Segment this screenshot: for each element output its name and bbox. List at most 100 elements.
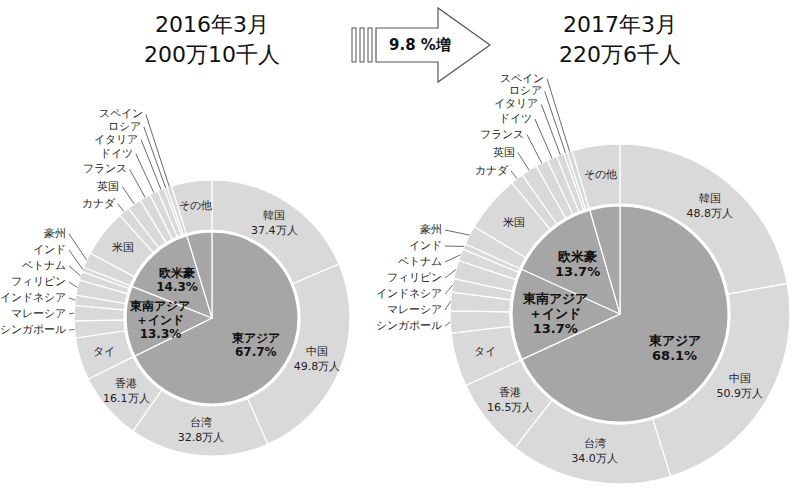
outer-value-label: 32.8万人 [178,431,225,444]
outer-category-label: フィリピン [387,271,442,283]
chart-subtitle: 200万10千人 [144,42,280,67]
outer-slice [572,144,620,208]
outer-category-label: イタリア [494,97,538,109]
leader-line [69,329,74,331]
outer-category-label: ロシア [509,84,542,96]
leader-line [146,114,169,186]
label-line: ＋インド [529,306,581,321]
outer-category-label: 台湾 [190,416,212,429]
outer-slice [620,144,787,294]
leader-line [118,204,124,212]
inner-value-label: 14.3% [156,280,198,294]
labels: 東アジア68.1%東南アジア＋インド13.7%欧米豪13.7%韓国48.8万人中… [376,72,763,465]
inner-category-label: 東南アジア＋インド [522,290,588,321]
leader-line [69,313,74,315]
slices [450,144,790,484]
outer-value-label: 50.9万人 [717,387,764,400]
leader-line [518,153,529,171]
outer-value-label: 16.1万人 [103,392,150,405]
outer-slice [450,311,511,333]
change-label: 9.8 %増 [389,36,451,54]
change-arrow: 9.8 %増 [352,8,490,82]
outer-category-label: タイ [474,345,496,358]
leader-line [69,282,77,287]
slices [74,180,350,456]
leader-line [445,230,469,235]
outer-category-label: 豪州 [44,227,66,239]
leader-line [69,234,87,260]
leader-line [69,266,81,276]
outer-category-label: インドネシア [0,291,66,303]
outer-category-label: フランス [480,128,524,140]
leader-line [527,135,542,163]
chart-title: 2016年3月 [155,12,269,37]
outer-category-label: スペイン [500,72,544,84]
inner-category-label: 東アジア [231,331,280,345]
outer-slice [172,180,212,234]
outer-category-label: マレーシア [11,307,66,319]
outer-category-label: 韓国 [699,192,721,205]
outer-value-label: 16.5万人 [487,401,534,414]
label-line: 欧米豪 [159,265,195,279]
outer-slice [451,326,520,385]
outer-category-label: 香港 [499,386,521,399]
outer-value-label: 37.4万人 [251,224,298,237]
outer-category-label: カナダ [475,164,509,176]
outer-category-label: イタリア [94,133,138,145]
leader-line [144,127,166,188]
outer-category-label: ベトナム [22,259,66,271]
leader-line [122,187,134,204]
chart-canvas: 9.8 %増2016年3月200万10千人東アジア67.7%東南アジア＋インド1… [0,0,800,488]
inner-slice [522,206,728,422]
leader-line [136,154,154,193]
outer-category-label: タイ [93,345,115,358]
inner-value-label: 68.1% [652,348,697,363]
pie-group: 東アジア67.7%東南アジア＋インド13.3%欧米豪14.3%韓国37.4万人中… [0,107,350,456]
leader-line [511,171,517,179]
outer-category-label: フィリピン [11,275,66,287]
outer-category-label: フランス [83,162,127,174]
inner-value-label: 13.3% [140,327,182,341]
inner-category-label: 東アジア [648,333,701,348]
inner-category-label: 欧米豪 [159,265,195,279]
chart-title: 2017年3月 [563,12,677,37]
outer-category-label: 台湾 [584,437,606,450]
arrow-stripe [352,28,356,62]
label-line: 東南アジア [129,298,190,312]
inner-value-label: 67.7% [235,345,277,359]
leader-line [445,285,452,294]
outer-category-label: ベトナム [398,255,442,267]
outer-category-label: ドイツ [499,112,532,124]
leader-line [69,298,75,300]
leader-line [445,301,450,310]
outer-value-label: 34.0万人 [571,452,618,465]
outer-category-label: ドイツ [100,147,133,159]
arrow-stripe [360,28,364,62]
leader-line [130,169,146,197]
outer-value-label: 48.8万人 [686,207,733,220]
arrow-body [376,8,490,82]
outer-value-label: 49.8万人 [294,360,341,373]
label-line: 東南アジア [522,290,588,305]
outer-category-label: カナダ [82,197,116,209]
outer-slice [653,283,790,476]
label-line: 東アジア [648,333,701,348]
outer-category-label: 米国 [112,241,134,254]
outer-category-label: インド [409,239,442,251]
outer-category-label: 韓国 [263,209,285,222]
inner-category-label: 欧米豪 [558,249,597,264]
outer-slice [212,180,339,284]
outer-category-label: シンガポール [0,323,66,335]
outer-category-label: インド [33,243,66,255]
leader-line [445,269,456,278]
chart-subtitle: 220万6千人 [559,42,681,67]
outer-category-label: 豪州 [420,223,442,235]
outer-category-label: 米国 [503,216,525,229]
outer-category-label: 中国 [729,372,751,385]
leader-lines [445,79,570,326]
leader-line [445,255,461,262]
pie-group: 東アジア68.1%東南アジア＋インド13.7%欧米豪13.7%韓国48.8万人中… [376,72,790,484]
outer-category-label: マレーシア [387,303,442,315]
inner-value-label: 13.7% [555,264,600,279]
label-line: 東アジア [231,331,280,345]
